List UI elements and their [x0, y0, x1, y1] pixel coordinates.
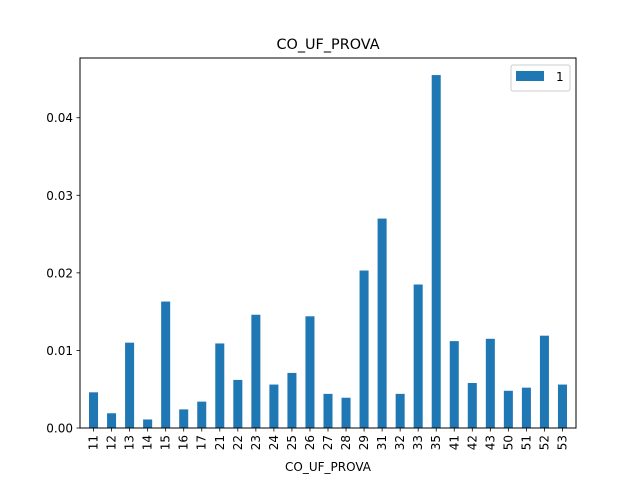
- x-tick-label: 26: [303, 435, 317, 450]
- bar-53: [557, 384, 567, 428]
- chart-title: CO_UF_PROVA: [276, 37, 379, 53]
- x-tick-label: 42: [465, 435, 479, 450]
- x-tick-label: 24: [267, 435, 281, 450]
- bar-27: [323, 393, 333, 428]
- bar-11: [89, 392, 99, 428]
- x-tick-label: 11: [87, 435, 101, 450]
- y-axis: 0.00 0.01 0.02 0.03 0.04: [46, 111, 80, 436]
- x-tick-label: 22: [231, 435, 245, 450]
- x-tick-label: 27: [321, 435, 335, 450]
- y-tick-label: 0.01: [46, 344, 73, 358]
- legend: 1: [510, 64, 571, 92]
- bar-24: [269, 384, 279, 428]
- x-tick-label: 51: [519, 435, 533, 450]
- bar-16: [179, 409, 189, 428]
- x-tick-label: 14: [141, 435, 155, 450]
- x-axis: 11 12 13 14 15 16 17 21 22 23 24 25 26 27 28 29 31 32 33 35…: [87, 428, 569, 450]
- x-tick-label: 31: [375, 435, 389, 450]
- bar-32: [395, 393, 405, 428]
- x-tick-label: 23: [249, 435, 263, 450]
- bar-35: [431, 75, 441, 428]
- bar-31: [377, 218, 387, 428]
- bar-28: [341, 397, 351, 428]
- x-tick-label: 53: [555, 435, 569, 450]
- bar-14: [143, 419, 153, 428]
- x-tick-label: 33: [411, 435, 425, 450]
- x-tick-label: 29: [357, 435, 371, 450]
- legend-swatch: [516, 71, 544, 81]
- x-tick-label: 15: [159, 435, 173, 450]
- bar-33: [413, 284, 423, 428]
- bar-41: [449, 341, 459, 428]
- bar-43: [485, 338, 495, 428]
- y-tick-label: 0.02: [46, 266, 73, 280]
- x-tick-label: 43: [483, 435, 497, 450]
- bar-22: [233, 379, 243, 428]
- x-tick-label: 35: [429, 435, 443, 450]
- bar-52: [539, 335, 549, 428]
- y-tick-label: 0.04: [46, 111, 73, 125]
- bar-42: [467, 383, 477, 428]
- bar-17: [197, 401, 207, 428]
- bar-13: [125, 342, 135, 428]
- bar-25: [287, 372, 297, 428]
- bar-50: [503, 390, 513, 428]
- bar-29: [359, 270, 369, 428]
- x-tick-label: 52: [537, 435, 551, 450]
- bar-12: [107, 413, 117, 428]
- bar-15: [161, 301, 171, 428]
- x-tick-label: 12: [105, 435, 119, 450]
- plot-area: [89, 75, 567, 428]
- bar-51: [521, 387, 531, 428]
- y-tick-label: 0.03: [46, 189, 73, 203]
- x-axis-label: CO_UF_PROVA: [285, 460, 372, 474]
- x-tick-label: 16: [177, 435, 191, 450]
- axes-frame: [79, 57, 577, 429]
- x-tick-label: 32: [393, 435, 407, 450]
- bar-21: [215, 343, 225, 428]
- x-tick-label: 13: [123, 435, 137, 450]
- x-tick-label: 25: [285, 435, 299, 450]
- bar-26: [305, 316, 315, 428]
- x-tick-label: 17: [195, 435, 209, 450]
- bar-23: [251, 314, 261, 428]
- x-tick-label: 50: [501, 435, 515, 450]
- y-tick-label: 0.00: [46, 422, 73, 436]
- x-tick-label: 41: [447, 435, 461, 450]
- legend-label: 1: [556, 70, 564, 84]
- x-tick-label: 28: [339, 435, 353, 450]
- x-tick-label: 21: [213, 435, 227, 450]
